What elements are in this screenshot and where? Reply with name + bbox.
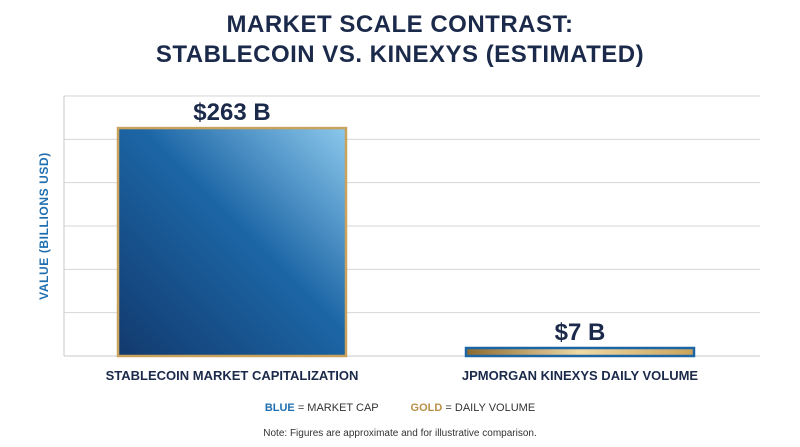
category-label-1: STABLECOIN MARKET CAPITALIZATION: [106, 368, 359, 383]
category-label-2: JPMORGAN KINEXYS DAILY VOLUME: [462, 368, 699, 383]
legend: BLUE = MARKET CAP GOLD = DAILY VOLUME: [0, 402, 800, 414]
footnote: Note: Figures are approximate and for il…: [263, 428, 537, 439]
legend-gold-key: GOLD: [410, 402, 443, 414]
data-label-1: $263 B: [193, 99, 270, 126]
legend-gold-desc: = DAILY VOLUME: [445, 402, 536, 414]
chart-title-line-2: STABLECOIN VS. KINEXYS (ESTIMATED): [155, 41, 645, 68]
bar-1: [116, 126, 348, 358]
data-label-2: $7 B: [555, 319, 606, 346]
bar-2: [464, 346, 696, 358]
chart-title: MARKET SCALE CONTRAST: STABLECOIN VS. KI…: [0, 10, 800, 70]
chart-title-line-1: MARKET SCALE CONTRAST:: [226, 11, 574, 38]
bars: [116, 126, 696, 358]
bar-labels: $263 B STABLECOIN MARKET CAPITALIZATION $7…: [106, 99, 699, 383]
legend-blue-key: BLUE: [264, 402, 295, 414]
legend-blue-desc: = MARKET CAP: [297, 402, 379, 414]
